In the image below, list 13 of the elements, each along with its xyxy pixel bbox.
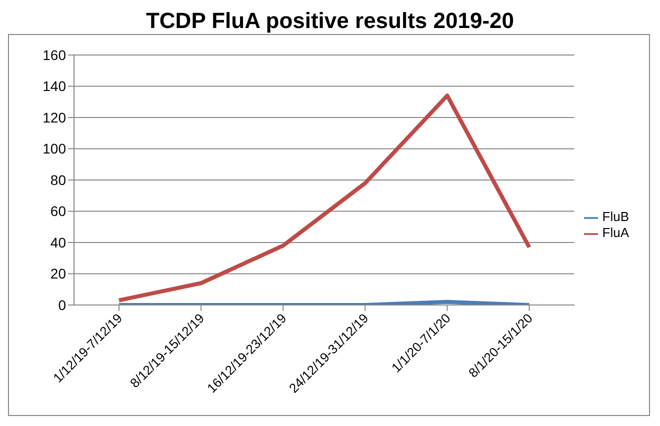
y-tick-label: 100 [42,140,66,157]
y-tick-label: 0 [58,296,66,313]
chart-title: TCDP FluA positive results 2019-20 [144,8,516,34]
y-tick-label: 120 [42,109,66,126]
legend-label: FluA [602,225,629,240]
y-tick-label: 140 [42,78,66,94]
y-tick-label: 160 [42,46,66,63]
line-series [117,94,532,302]
y-tick-label: 40 [50,234,66,250]
y-tick-label: 80 [50,172,66,188]
y-tick-label: 60 [50,203,66,220]
y-tick-label: 20 [50,266,66,282]
legend-label: FluB [602,209,629,224]
